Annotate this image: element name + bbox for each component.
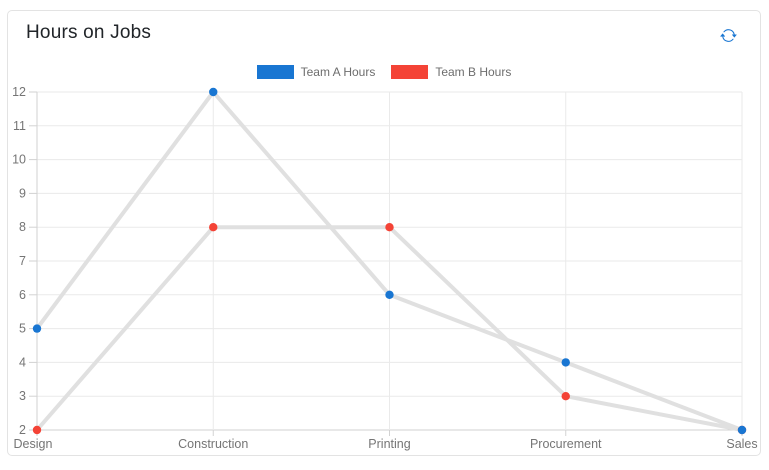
chart-point[interactable] xyxy=(209,223,218,232)
chart-point[interactable] xyxy=(209,87,218,97)
hours-on-jobs-card: Hours on Jobs Team A Hours Team B Hours xyxy=(7,10,761,456)
y-axis-label: 8 xyxy=(19,220,26,234)
team-b-swatch-icon xyxy=(391,65,429,79)
y-axis-label: 5 xyxy=(19,322,26,336)
page-title: Hours on Jobs xyxy=(26,22,152,43)
y-axis-label: 3 xyxy=(19,389,26,403)
legend-label: Team B Hours xyxy=(435,65,512,79)
y-axis-label: 6 xyxy=(19,288,26,302)
chart-point[interactable] xyxy=(737,425,747,435)
y-axis-label: 12 xyxy=(12,85,26,99)
y-axis-label: 9 xyxy=(19,186,26,200)
x-axis-label: Construction xyxy=(178,437,248,451)
chart-point[interactable] xyxy=(561,358,570,367)
chart-point[interactable] xyxy=(32,324,42,333)
y-axis-label: 10 xyxy=(12,153,26,167)
chart-point[interactable] xyxy=(32,425,42,435)
y-axis-label: 11 xyxy=(13,119,26,133)
chart-point[interactable] xyxy=(385,223,394,232)
chart-point[interactable] xyxy=(385,290,394,299)
y-axis-label: 7 xyxy=(19,254,26,268)
x-axis-label: Sales xyxy=(726,437,757,451)
y-axis-label: 4 xyxy=(19,355,26,369)
team-a-swatch-icon xyxy=(256,65,294,79)
chart-legend: Team A Hours Team B Hours xyxy=(8,65,760,79)
chart-point[interactable] xyxy=(561,392,570,401)
legend-item-team-b[interactable]: Team B Hours xyxy=(391,65,511,79)
legend-item-team-a[interactable]: Team A Hours xyxy=(256,65,376,79)
y-axis-label: 2 xyxy=(19,423,26,437)
x-axis-label: Procurement xyxy=(530,437,602,451)
refresh-button[interactable] xyxy=(720,25,740,45)
x-axis-label: Design xyxy=(14,437,53,451)
refresh-icon xyxy=(720,27,740,44)
x-axis-label: Printing xyxy=(368,437,410,451)
legend-label: Team A Hours xyxy=(300,65,376,79)
